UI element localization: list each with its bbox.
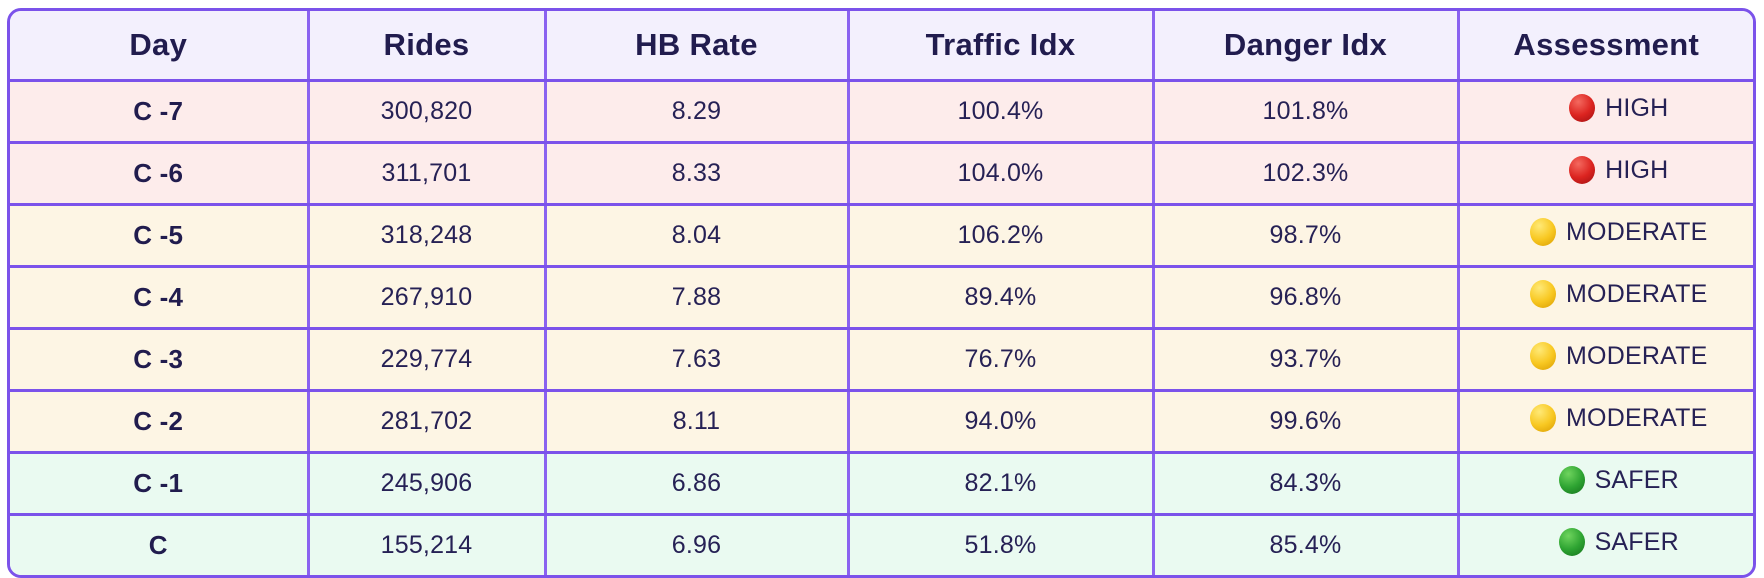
cell-hb-rate: 8.29 bbox=[545, 80, 850, 144]
cell-rides: 267,910 bbox=[308, 266, 547, 330]
cell-hb-rate: 6.96 bbox=[545, 514, 850, 575]
table-row: C 155,214 6.96 51.8% 85.4% SAFER bbox=[10, 514, 1753, 575]
cell-assessment: MODERATE bbox=[1458, 204, 1753, 268]
table-row: C -2 281,702 8.11 94.0% 99.6% MODERATE bbox=[10, 390, 1753, 454]
table-row: C -4 267,910 7.88 89.4% 96.8% MODERATE bbox=[10, 266, 1753, 330]
cell-rides: 229,774 bbox=[308, 328, 547, 392]
cell-rides: 281,702 bbox=[308, 390, 547, 454]
risk-assessment-table-card: Day Rides HB Rate Traffic Idx Danger Idx Asse… bbox=[7, 8, 1756, 578]
cell-assessment: SAFER bbox=[1458, 514, 1753, 575]
cell-danger-idx: 98.7% bbox=[1153, 204, 1460, 268]
column-header-assessment: Assessment bbox=[1458, 11, 1753, 82]
assessment-badge: MODERATE bbox=[1530, 404, 1707, 433]
green-status-dot-icon bbox=[1558, 528, 1585, 557]
column-header-danger-idx: Danger Idx bbox=[1153, 11, 1460, 82]
column-header-hb-rate: HB Rate bbox=[545, 11, 850, 82]
cell-traffic-idx: 89.4% bbox=[848, 266, 1155, 330]
red-status-dot-icon bbox=[1569, 156, 1596, 185]
cell-rides: 155,214 bbox=[308, 514, 547, 575]
cell-traffic-idx: 51.8% bbox=[848, 514, 1155, 575]
table-row: C -6 311,701 8.33 104.0% 102.3% HIGH bbox=[10, 142, 1753, 206]
yellow-status-dot-icon bbox=[1530, 404, 1557, 433]
cell-traffic-idx: 104.0% bbox=[848, 142, 1155, 206]
cell-day: C -3 bbox=[10, 328, 310, 392]
cell-day: C -1 bbox=[10, 452, 310, 516]
assessment-label: MODERATE bbox=[1566, 217, 1708, 246]
cell-hb-rate: 7.63 bbox=[545, 328, 850, 392]
assessment-label: MODERATE bbox=[1566, 279, 1708, 308]
assessment-label: MODERATE bbox=[1566, 341, 1708, 370]
assessment-label: HIGH bbox=[1605, 93, 1669, 122]
column-header-traffic-idx: Traffic Idx bbox=[848, 11, 1155, 82]
cell-day: C bbox=[10, 514, 310, 575]
cell-hb-rate: 8.11 bbox=[545, 390, 850, 454]
assessment-label: HIGH bbox=[1605, 155, 1669, 184]
table-row: C -3 229,774 7.63 76.7% 93.7% MODERATE bbox=[10, 328, 1753, 392]
assessment-badge: MODERATE bbox=[1530, 280, 1707, 309]
cell-danger-idx: 85.4% bbox=[1153, 514, 1460, 575]
risk-assessment-table: Day Rides HB Rate Traffic Idx Danger Idx Asse… bbox=[10, 11, 1753, 575]
cell-day: C -4 bbox=[10, 266, 310, 330]
yellow-status-dot-icon bbox=[1530, 342, 1557, 371]
cell-traffic-idx: 94.0% bbox=[848, 390, 1155, 454]
assessment-badge: SAFER bbox=[1558, 465, 1679, 495]
cell-rides: 245,906 bbox=[308, 452, 547, 516]
cell-traffic-idx: 76.7% bbox=[848, 328, 1155, 392]
cell-danger-idx: 84.3% bbox=[1153, 452, 1460, 516]
cell-traffic-idx: 100.4% bbox=[848, 80, 1155, 144]
cell-hb-rate: 6.86 bbox=[545, 452, 850, 516]
assessment-badge: MODERATE bbox=[1530, 342, 1707, 371]
cell-hb-rate: 7.88 bbox=[545, 266, 850, 330]
column-header-day: Day bbox=[10, 11, 310, 82]
table-row: C -5 318,248 8.04 106.2% 98.7% MODERATE bbox=[10, 204, 1753, 268]
cell-hb-rate: 8.33 bbox=[545, 142, 850, 206]
cell-assessment: HIGH bbox=[1458, 80, 1753, 144]
cell-assessment: SAFER bbox=[1458, 452, 1753, 516]
green-status-dot-icon bbox=[1558, 466, 1585, 495]
table-body: C -7 300,820 8.29 100.4% 101.8% HIGH C -6 311,7… bbox=[10, 80, 1753, 575]
column-header-rides: Rides bbox=[308, 11, 547, 82]
table-row: C -7 300,820 8.29 100.4% 101.8% HIGH bbox=[10, 80, 1753, 144]
cell-assessment: HIGH bbox=[1458, 142, 1753, 206]
red-status-dot-icon bbox=[1569, 94, 1596, 123]
cell-rides: 300,820 bbox=[308, 80, 547, 144]
yellow-status-dot-icon bbox=[1530, 280, 1557, 309]
cell-rides: 311,701 bbox=[308, 142, 547, 206]
cell-day: C -6 bbox=[10, 142, 310, 206]
table-row: C -1 245,906 6.86 82.1% 84.3% SAFER bbox=[10, 452, 1753, 516]
cell-assessment: MODERATE bbox=[1458, 266, 1753, 330]
cell-rides: 318,248 bbox=[308, 204, 547, 268]
assessment-label: SAFER bbox=[1594, 527, 1679, 556]
assessment-badge: HIGH bbox=[1569, 94, 1668, 123]
assessment-badge: HIGH bbox=[1569, 156, 1668, 185]
cell-danger-idx: 96.8% bbox=[1153, 266, 1460, 330]
cell-danger-idx: 99.6% bbox=[1153, 390, 1460, 454]
assessment-badge: SAFER bbox=[1558, 527, 1679, 557]
cell-day: C -2 bbox=[10, 390, 310, 454]
cell-hb-rate: 8.04 bbox=[545, 204, 850, 268]
assessment-label: MODERATE bbox=[1566, 403, 1708, 432]
cell-danger-idx: 93.7% bbox=[1153, 328, 1460, 392]
cell-danger-idx: 101.8% bbox=[1153, 80, 1460, 144]
cell-danger-idx: 102.3% bbox=[1153, 142, 1460, 206]
cell-day: C -5 bbox=[10, 204, 310, 268]
assessment-badge: MODERATE bbox=[1530, 218, 1707, 247]
yellow-status-dot-icon bbox=[1530, 218, 1557, 247]
cell-traffic-idx: 82.1% bbox=[848, 452, 1155, 516]
cell-assessment: MODERATE bbox=[1458, 390, 1753, 454]
assessment-label: SAFER bbox=[1594, 465, 1679, 494]
cell-assessment: MODERATE bbox=[1458, 328, 1753, 392]
header-row: Day Rides HB Rate Traffic Idx Danger Idx Asse… bbox=[10, 11, 1753, 82]
cell-traffic-idx: 106.2% bbox=[848, 204, 1155, 268]
cell-day: C -7 bbox=[10, 80, 310, 144]
